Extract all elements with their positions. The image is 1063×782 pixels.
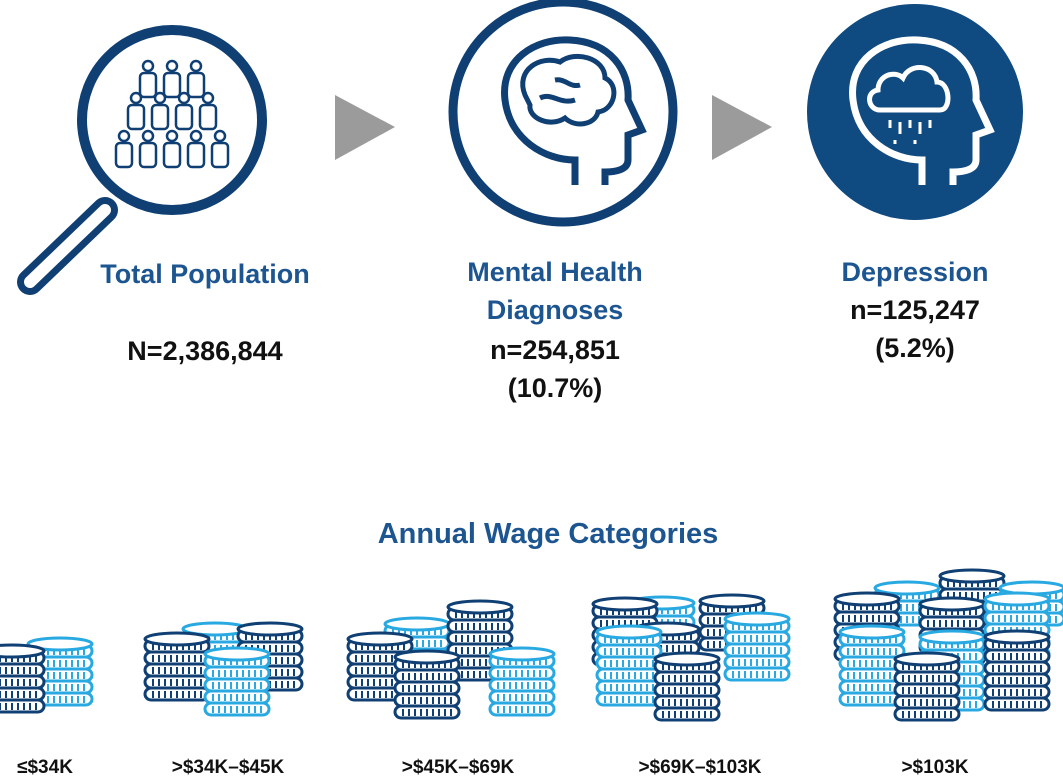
coin-top (395, 651, 459, 663)
coin-top (835, 593, 899, 605)
coin-top (490, 648, 554, 660)
coin-top (985, 631, 1049, 643)
coins (0, 570, 1063, 720)
stage-count: N=2,386,844 (75, 332, 335, 370)
stage-share: (5.2%) (795, 329, 1035, 367)
person-body (188, 73, 204, 97)
person-body (116, 143, 132, 167)
coin-top (725, 613, 789, 625)
magnifier-ring (82, 30, 262, 210)
section-title: Annual Wage Categories (300, 515, 796, 553)
person-body (188, 143, 204, 167)
coin-top (238, 623, 302, 635)
arrow (335, 95, 395, 160)
person-body (152, 105, 168, 129)
arrow (712, 95, 772, 160)
wage-category: >$34K–$45K (128, 757, 328, 779)
wage-category: >$45K–$69K (358, 757, 558, 779)
coin-top (655, 653, 719, 665)
coin-top (348, 633, 412, 645)
coin-top (920, 631, 984, 643)
coin-top (145, 633, 209, 645)
coin-top (385, 618, 449, 630)
stage-count: n=125,247 (795, 291, 1035, 329)
coin-top (895, 653, 959, 665)
person-body (164, 73, 180, 97)
person-body (140, 143, 156, 167)
stage-count: n=254,851 (425, 331, 685, 369)
coin-top (448, 601, 512, 613)
person-body (164, 143, 180, 167)
coin-top (593, 598, 657, 610)
head-circle (453, 2, 673, 222)
wage-category: ≤$34K (0, 757, 145, 779)
stage-title: Mental Health Diagnoses (425, 253, 685, 329)
wage-category: >$103K (835, 757, 1035, 779)
wage-category: >$69K–$103K (600, 757, 800, 779)
person-body (128, 105, 144, 129)
coin-top (920, 598, 984, 610)
person-body (140, 73, 156, 97)
coin-top (597, 626, 661, 638)
coin-top (875, 582, 939, 594)
person-body (200, 105, 216, 129)
person-body (212, 143, 228, 167)
magnifier-handle-inner (30, 210, 105, 282)
stage-title: Depression (795, 253, 1035, 291)
coin-top (205, 648, 269, 660)
coin-top (840, 626, 904, 638)
coin-top (700, 595, 764, 607)
stage-share: (10.7%) (425, 369, 685, 407)
coin-top (0, 645, 44, 657)
coin-top (985, 593, 1049, 605)
coin-top (940, 570, 1004, 582)
person-body (176, 105, 192, 129)
stage-title: Total Population (95, 255, 315, 293)
page: Total Population N=2,386,844 Mental Heal… (0, 0, 1063, 782)
